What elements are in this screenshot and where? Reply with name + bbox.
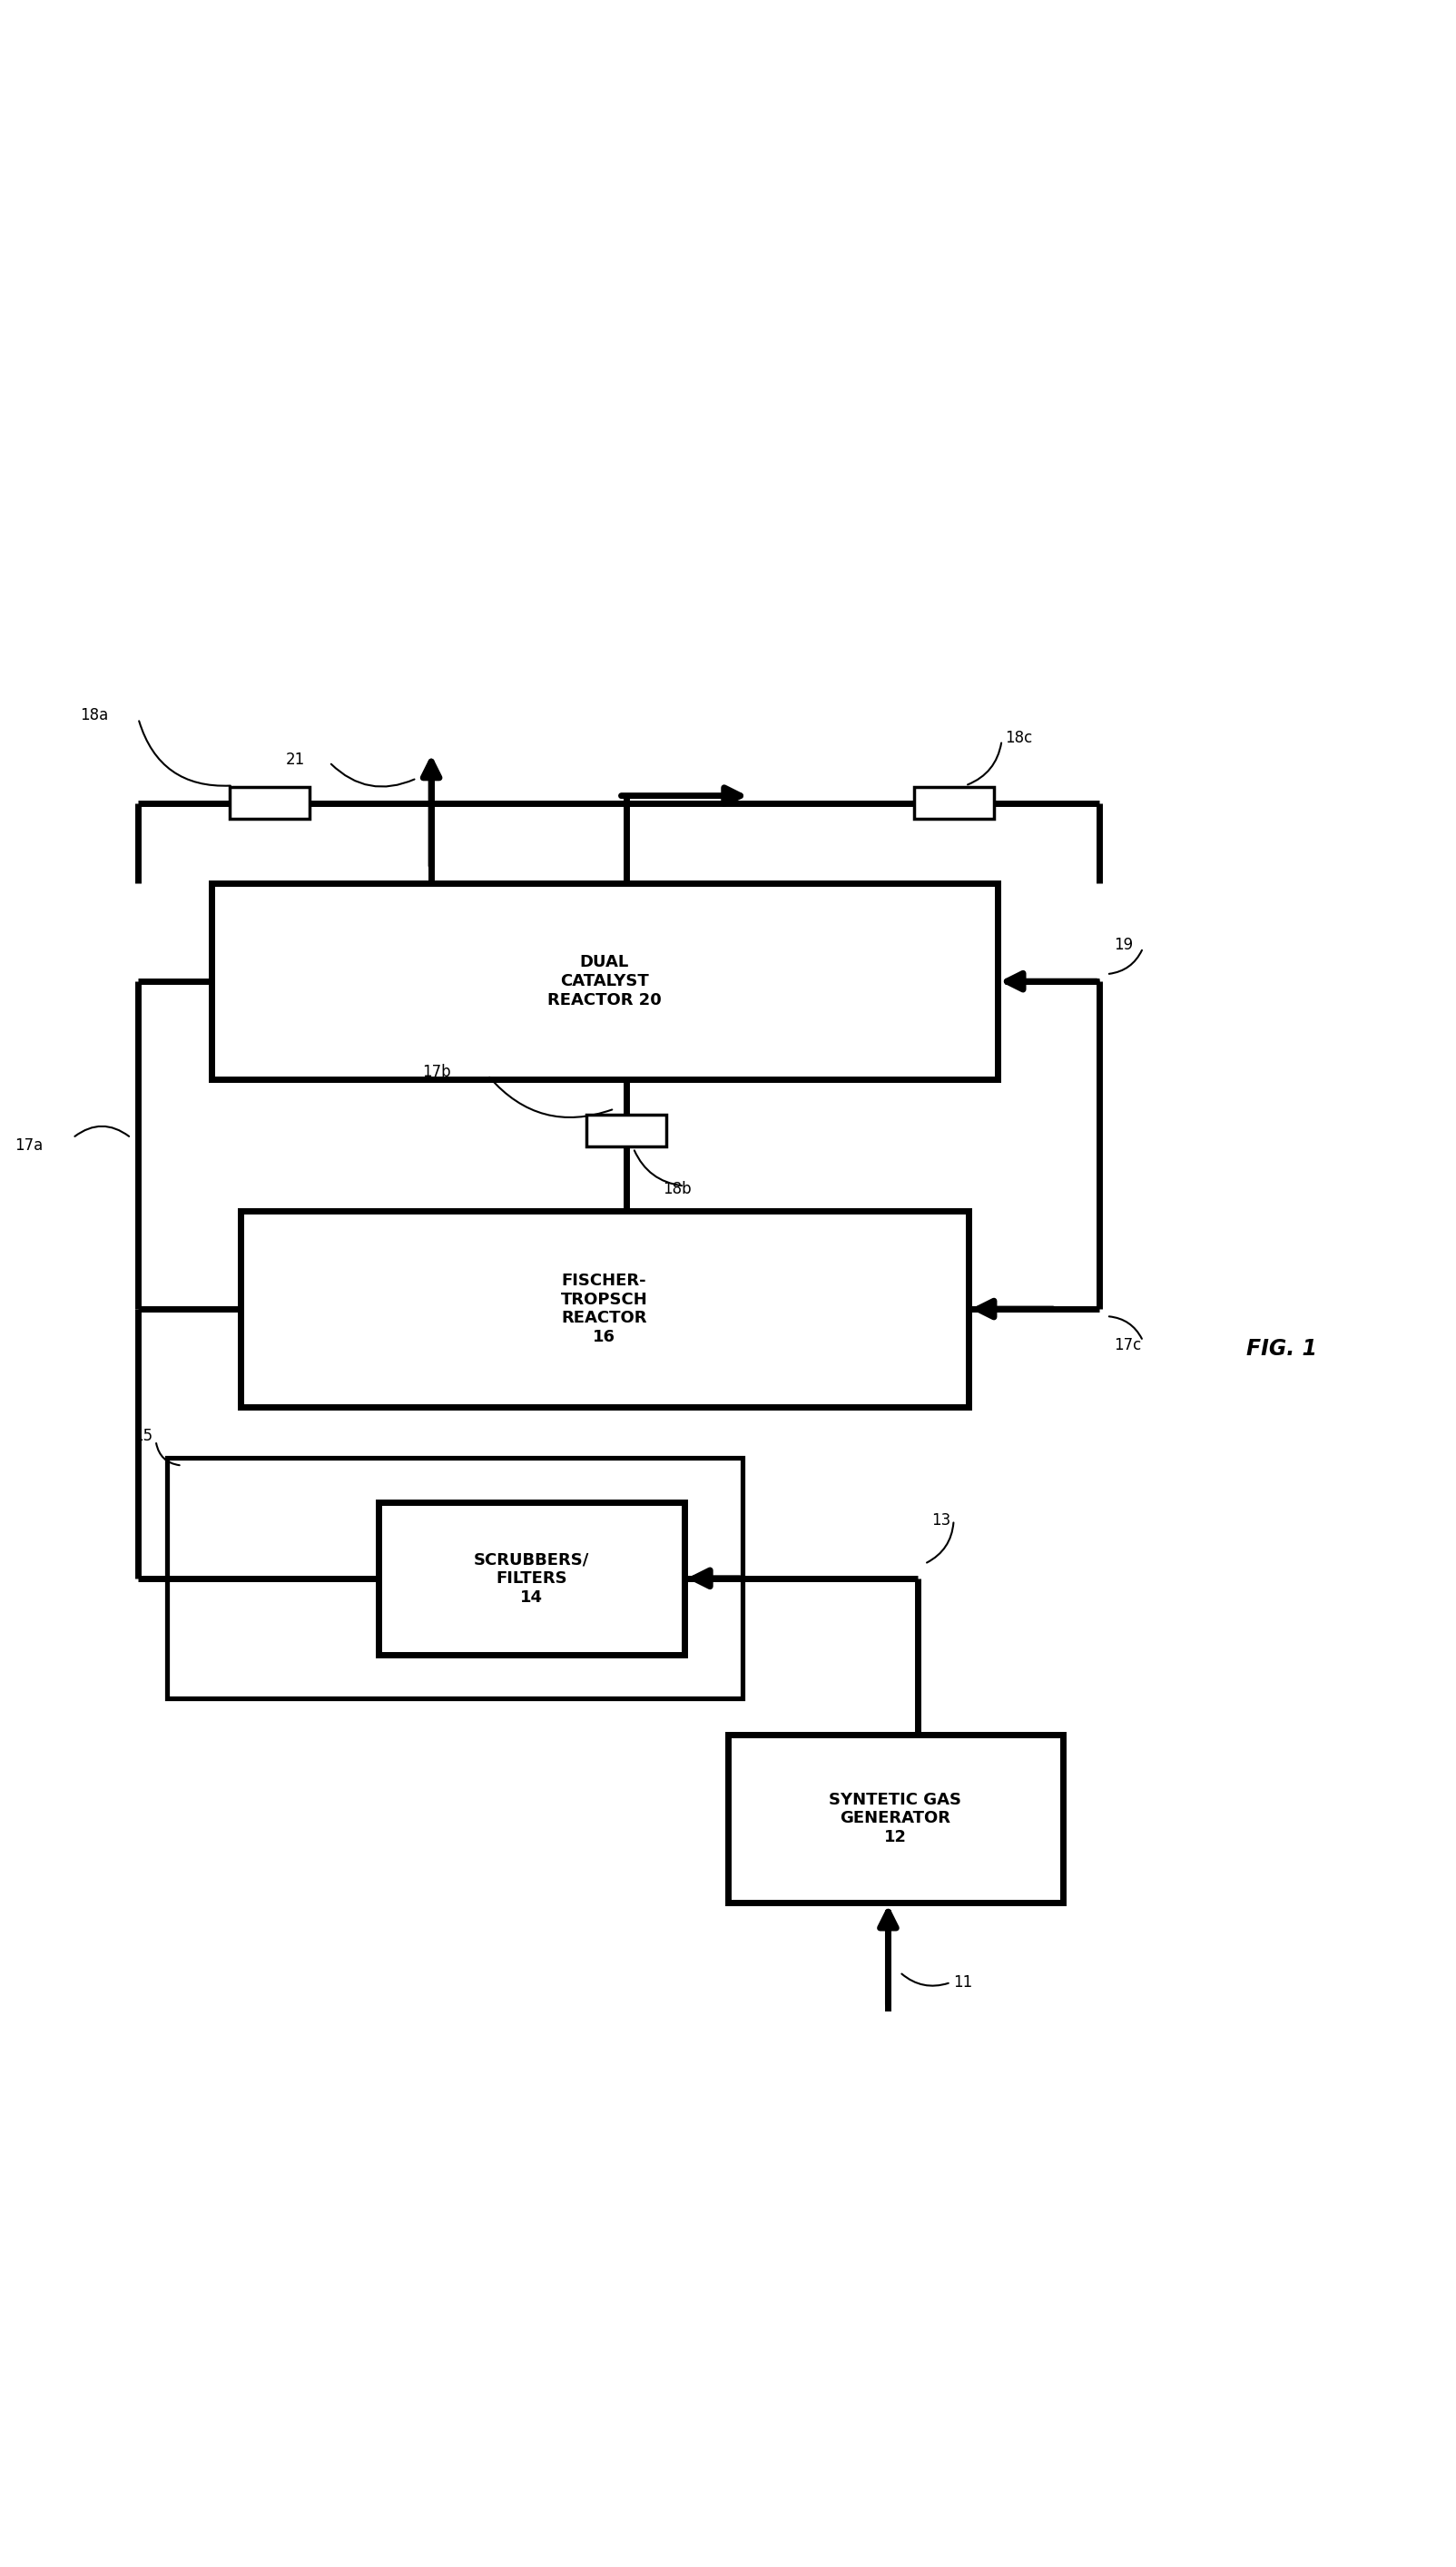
Bar <box>230 788 309 819</box>
Bar <box>167 1458 743 1699</box>
Bar <box>240 1212 968 1407</box>
Bar <box>211 883 997 1081</box>
Text: 18b: 18b <box>662 1181 692 1196</box>
Bar <box>914 788 994 819</box>
Text: 11: 11 <box>954 1974 973 1989</box>
Text: 18a: 18a <box>80 708 108 724</box>
Text: FISCHER-
TROPSCH
REACTOR
16: FISCHER- TROPSCH REACTOR 16 <box>561 1273 648 1345</box>
Text: 18c: 18c <box>1005 729 1032 744</box>
Text: 13: 13 <box>932 1512 951 1527</box>
Text: DUAL
CATALYST
REACTOR 20: DUAL CATALYST REACTOR 20 <box>547 955 661 1009</box>
Text: FIG. 1: FIG. 1 <box>1246 1337 1316 1361</box>
Text: 19: 19 <box>1114 937 1133 952</box>
Bar <box>585 1114 665 1147</box>
Text: SCRUBBERS/
FILTERS
14: SCRUBBERS/ FILTERS 14 <box>473 1550 590 1604</box>
Bar <box>728 1735 1063 1902</box>
Text: 17c: 17c <box>1114 1337 1142 1353</box>
Text: 17b: 17b <box>422 1065 451 1081</box>
Text: 15: 15 <box>134 1427 153 1445</box>
Bar <box>379 1502 684 1656</box>
Text: 21: 21 <box>285 752 304 768</box>
Text: 17a: 17a <box>15 1137 42 1153</box>
Text: SYNTETIC GAS
GENERATOR
12: SYNTETIC GAS GENERATOR 12 <box>828 1792 962 1846</box>
